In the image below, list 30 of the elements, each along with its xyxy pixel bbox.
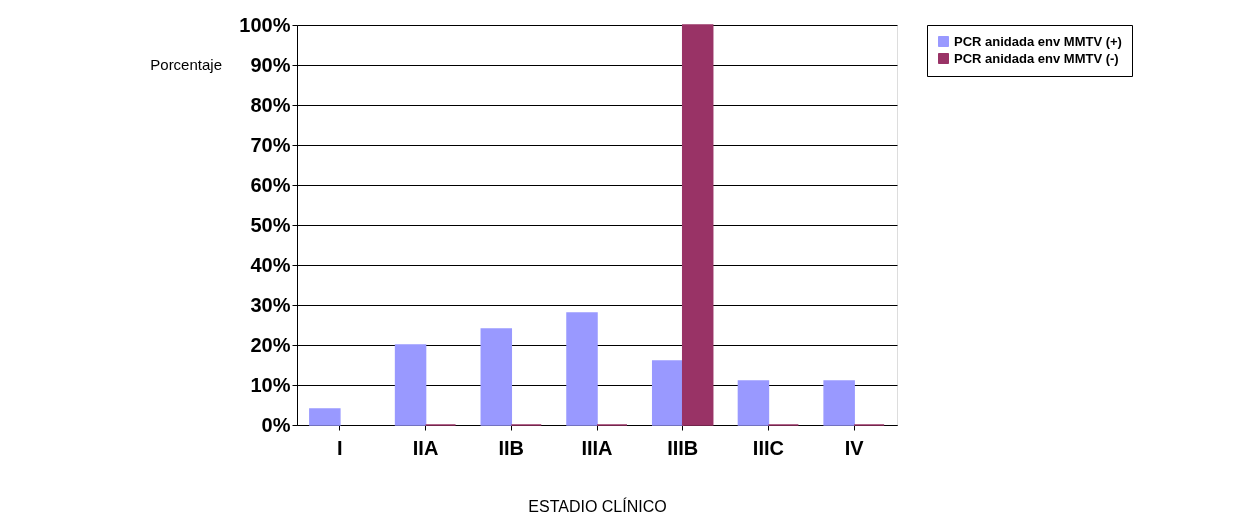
y-tick-label: 60%	[250, 173, 291, 196]
y-axis-title: Porcentaje	[150, 56, 222, 73]
bar	[651, 360, 684, 426]
y-tick-label: 90%	[250, 53, 291, 76]
legend-label: PCR anidada env MMTV (-)	[954, 50, 1119, 66]
y-tick-label: 10%	[250, 373, 291, 396]
y-tick-label: 30%	[250, 293, 291, 316]
y-tick-label: 20%	[250, 333, 291, 356]
bar	[394, 344, 427, 426]
x-tick-label: IIA	[412, 436, 439, 459]
y-tick-label: 0%	[261, 413, 291, 436]
bar	[309, 408, 341, 426]
x-tick-label: IIB	[498, 436, 525, 459]
bar	[480, 328, 513, 426]
x-tick-label: IIIA	[581, 436, 613, 459]
y-tick-label: 80%	[250, 93, 291, 116]
y-tick-label: 40%	[250, 253, 291, 276]
y-tick-label: 50%	[250, 213, 291, 236]
x-tick-label: IIIC	[752, 436, 784, 459]
y-tick-label: 70%	[250, 133, 291, 156]
y-tick-label: 100%	[239, 13, 291, 36]
x-tick-label: IV	[844, 436, 865, 459]
x-tick-label: IIIB	[667, 436, 699, 459]
legend-label: PCR anidada env MMTV (+)	[954, 33, 1122, 49]
bar	[823, 380, 855, 426]
x-tick-label: I	[337, 436, 343, 459]
bar	[737, 380, 770, 426]
bar	[566, 312, 598, 426]
x-axis-title: ESTADIO CLÍNICO	[528, 496, 667, 515]
bar	[681, 24, 714, 426]
